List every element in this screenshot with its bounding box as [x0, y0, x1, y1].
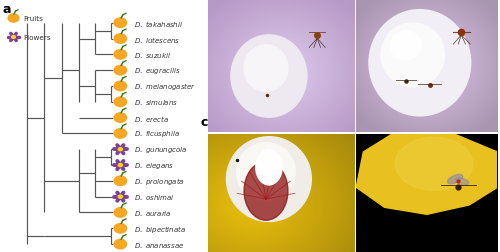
- Ellipse shape: [226, 137, 312, 222]
- Ellipse shape: [390, 32, 421, 61]
- Polygon shape: [356, 135, 498, 214]
- Ellipse shape: [244, 46, 288, 92]
- Circle shape: [114, 129, 126, 139]
- Text: Fruits: Fruits: [23, 16, 42, 22]
- Text: $\it{D.}$ $\it{lutescens}$: $\it{D.}$ $\it{lutescens}$: [134, 34, 180, 44]
- Circle shape: [114, 66, 126, 76]
- Circle shape: [114, 50, 126, 60]
- Text: $\it{D.}$ $\it{elegans}$: $\it{D.}$ $\it{elegans}$: [134, 160, 174, 170]
- Circle shape: [12, 36, 16, 39]
- Text: $\it{D.}$ $\it{simulans}$: $\it{D.}$ $\it{simulans}$: [134, 98, 178, 107]
- Circle shape: [114, 19, 126, 28]
- Text: $\it{D.}$ $\it{ananassae}$: $\it{D.}$ $\it{ananassae}$: [134, 240, 185, 249]
- Ellipse shape: [237, 143, 295, 202]
- Circle shape: [114, 82, 126, 91]
- Circle shape: [118, 148, 122, 151]
- Circle shape: [114, 35, 126, 44]
- Text: $\it{D.}$ $\it{takahashii}$: $\it{D.}$ $\it{takahashii}$: [134, 19, 184, 29]
- Text: $\it{D.}$ $\it{erecta}$: $\it{D.}$ $\it{erecta}$: [134, 113, 170, 123]
- Ellipse shape: [244, 162, 288, 220]
- Text: $\it{D.}$ $\it{gunungcola}$: $\it{D.}$ $\it{gunungcola}$: [134, 145, 188, 155]
- Text: a: a: [2, 3, 10, 15]
- Ellipse shape: [381, 24, 444, 87]
- Circle shape: [114, 113, 126, 123]
- Ellipse shape: [456, 178, 469, 185]
- Text: Flowers: Flowers: [23, 35, 50, 41]
- Ellipse shape: [369, 11, 470, 116]
- Text: $\it{D.}$ $\it{prolongata}$: $\it{D.}$ $\it{prolongata}$: [134, 176, 185, 186]
- Circle shape: [114, 176, 126, 186]
- Circle shape: [114, 224, 126, 233]
- Text: $\it{D.}$ $\it{melanogaster}$: $\it{D.}$ $\it{melanogaster}$: [134, 81, 196, 92]
- Circle shape: [118, 164, 122, 167]
- Text: c: c: [200, 116, 207, 129]
- Text: $\it{D.}$ $\it{bipectinata}$: $\it{D.}$ $\it{bipectinata}$: [134, 223, 186, 234]
- Text: $\it{D.}$ $\it{ficusphila}$: $\it{D.}$ $\it{ficusphila}$: [134, 129, 180, 139]
- Circle shape: [8, 15, 19, 23]
- Text: $\it{D.}$ $\it{eugracilis}$: $\it{D.}$ $\it{eugracilis}$: [134, 66, 181, 76]
- Text: $\it{D.}$ $\it{oshimai}$: $\it{D.}$ $\it{oshimai}$: [134, 192, 175, 201]
- Circle shape: [114, 239, 126, 249]
- Circle shape: [114, 208, 126, 217]
- Ellipse shape: [395, 138, 473, 191]
- Ellipse shape: [448, 175, 463, 184]
- Text: $\it{D.}$ $\it{suzukii}$: $\it{D.}$ $\it{suzukii}$: [134, 51, 172, 60]
- Circle shape: [114, 98, 126, 107]
- Ellipse shape: [231, 36, 307, 118]
- Ellipse shape: [256, 150, 282, 185]
- Circle shape: [118, 195, 122, 199]
- Text: $\it{D.}$ $\it{auraria}$: $\it{D.}$ $\it{auraria}$: [134, 208, 172, 217]
